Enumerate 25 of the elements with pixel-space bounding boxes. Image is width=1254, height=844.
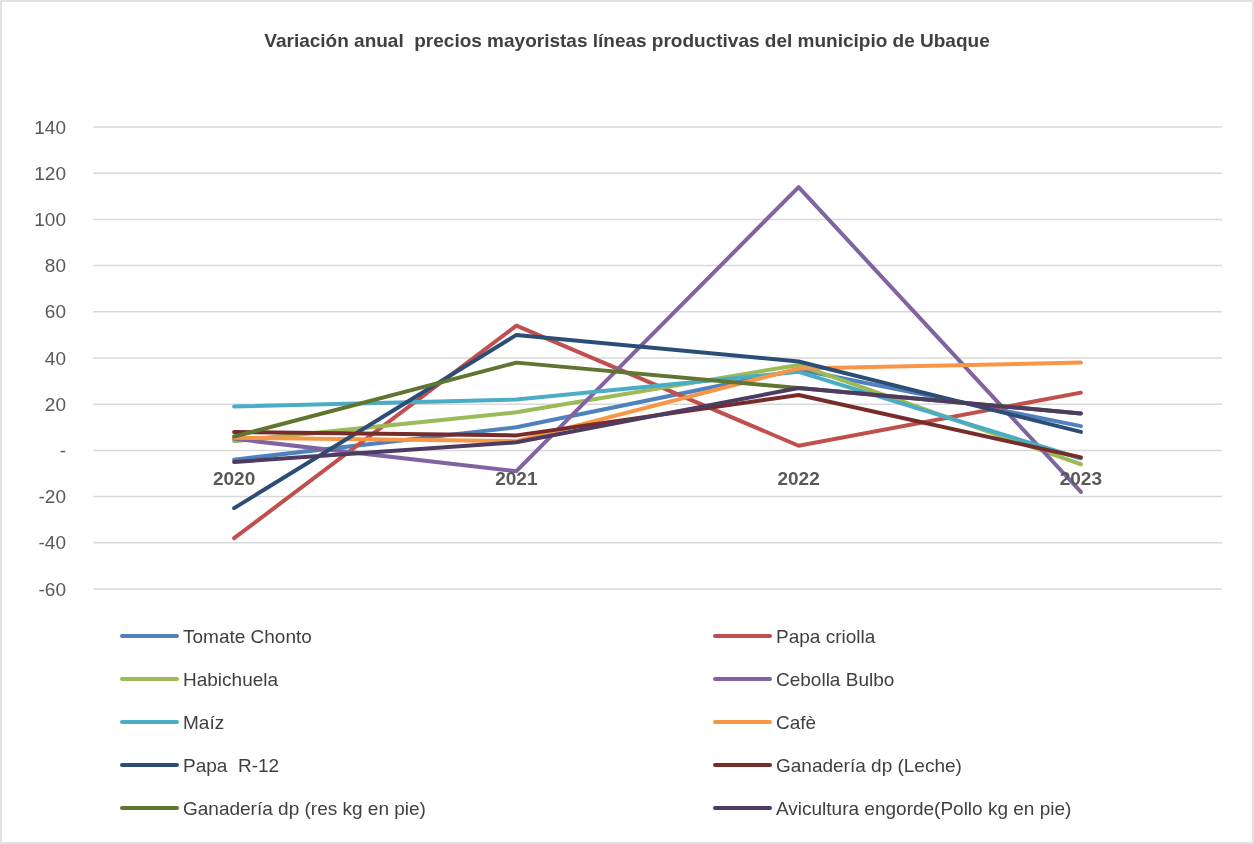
legend-label: Papa criolla	[776, 625, 876, 647]
y-tick-label: -60	[38, 578, 66, 600]
legend-label: Maíz	[183, 711, 225, 733]
y-tick-label: 120	[34, 162, 66, 184]
y-tick-label: 140	[34, 116, 66, 138]
y-tick-label: -40	[38, 532, 66, 554]
legend-label: Tomate Chonto	[183, 625, 312, 647]
y-tick-label: -20	[38, 486, 66, 508]
y-tick-label: 80	[44, 255, 66, 277]
legend-label: Avicultura engorde(Pollo kg en pie)	[776, 797, 1072, 819]
chart-title: Variación anual precios mayoristas líneas productivas del municipio de Ubaque	[264, 29, 990, 51]
x-tick-label: 2020	[212, 467, 256, 489]
y-tick-label: -	[59, 439, 66, 461]
x-tick-label: 2021	[495, 467, 538, 489]
y-tick-label: 100	[34, 208, 66, 230]
legend-label: Papa R-12	[183, 754, 280, 776]
legend-label: Cafè	[776, 711, 817, 733]
y-tick-label: 40	[44, 347, 66, 369]
legend-label: Cebolla Bulbo	[776, 668, 895, 690]
y-tick-label: 20	[44, 393, 66, 415]
legend-label: Habichuela	[183, 668, 279, 690]
y-tick-label: 60	[44, 301, 66, 323]
legend-label: Ganadería dp (Leche)	[776, 754, 962, 776]
legend-label: Ganadería dp (res kg en pie)	[183, 797, 426, 819]
x-tick-label: 2022	[777, 467, 820, 489]
